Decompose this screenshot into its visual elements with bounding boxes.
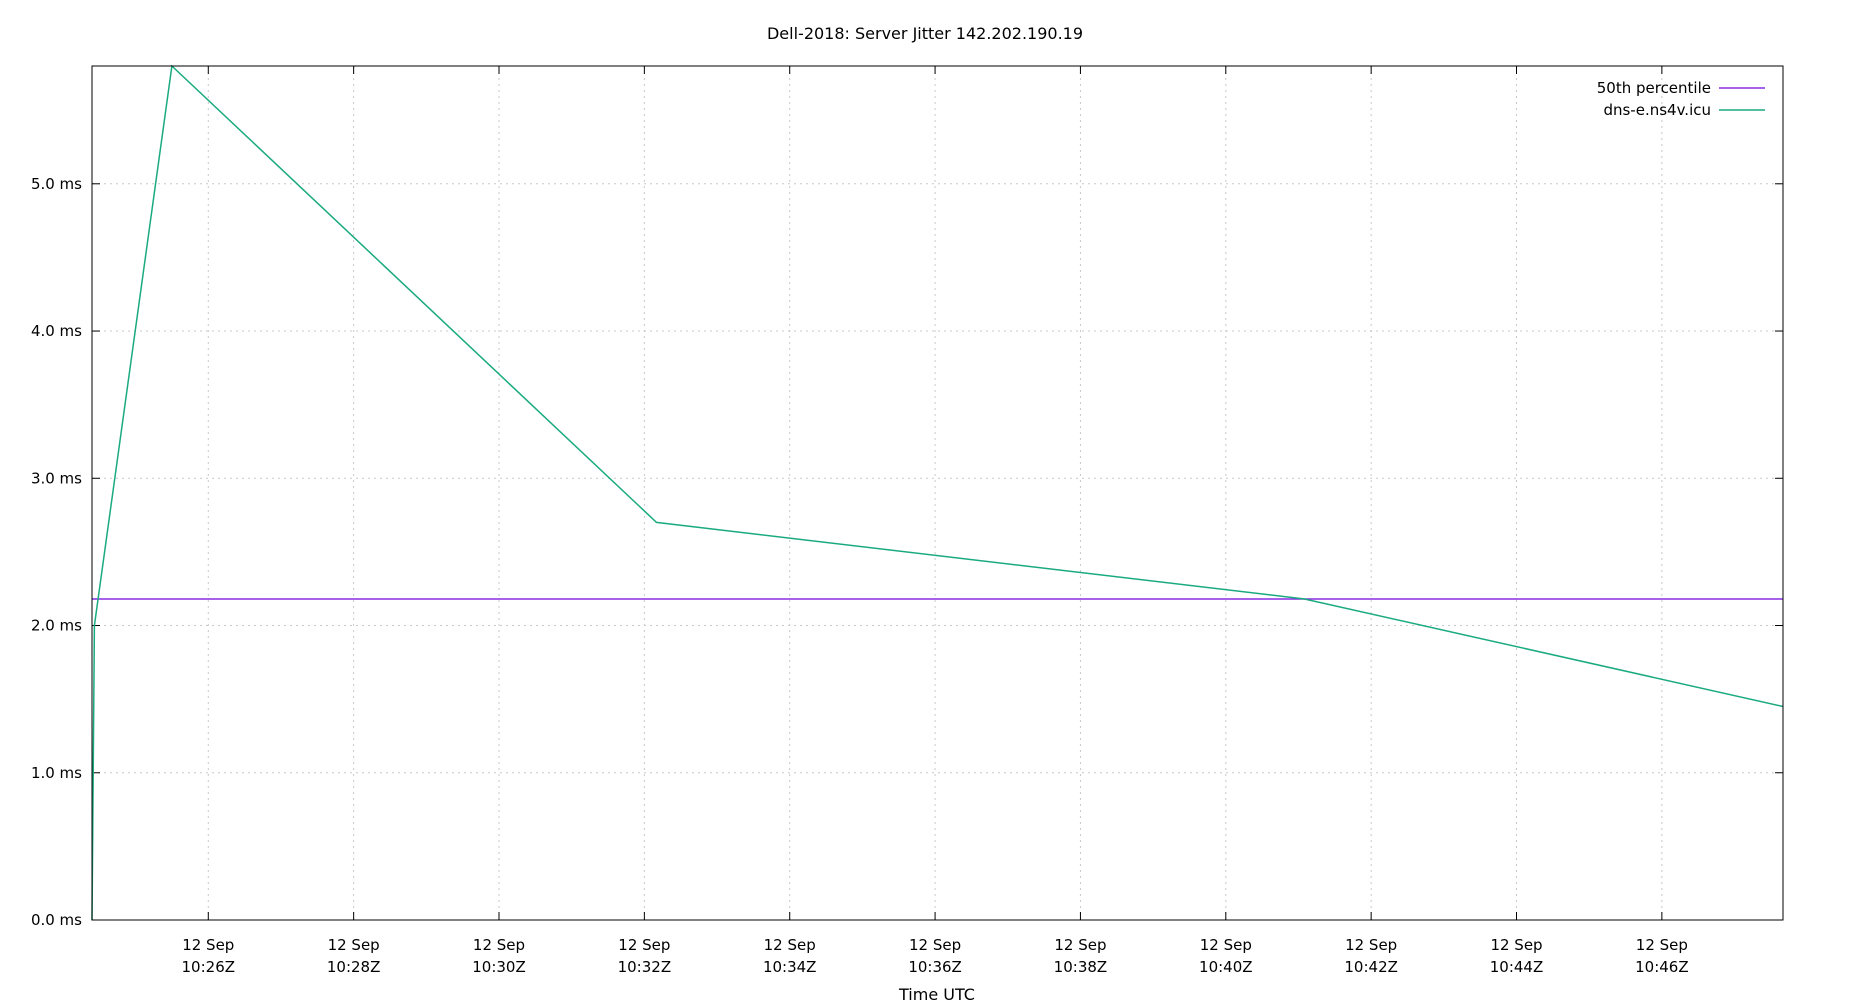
y-tick-label: 3.0 ms — [31, 469, 82, 487]
x-axis: 12 Sep 10:26Z 12 Sep 10:28Z 12 Sep 10:30Z 12 S… — [182, 66, 1689, 976]
legend-label: dns-e.ns4v.icu — [1603, 101, 1711, 119]
grid-layer — [92, 66, 1783, 921]
y-tick-label: 2.0 ms — [31, 617, 82, 635]
x-tick-label-time: 10:42Z — [1344, 958, 1398, 976]
x-tick-label-time: 10:26Z — [182, 958, 236, 976]
x-tick-label-date: 12 Sep — [764, 936, 816, 954]
y-tick-label: 5.0 ms — [31, 175, 82, 193]
x-tick-label-time: 10:28Z — [327, 958, 381, 976]
legend-label: 50th percentile — [1597, 79, 1711, 97]
x-tick-label-time: 10:30Z — [472, 958, 526, 976]
y-tick-label: 4.0 ms — [31, 322, 82, 340]
series-line — [91, 64, 1784, 921]
x-tick-label-date: 12 Sep — [1054, 936, 1106, 954]
x-tick-label-time: 10:44Z — [1490, 958, 1544, 976]
x-tick-label-time: 10:38Z — [1054, 958, 1108, 976]
plot-frame — [91, 65, 1784, 921]
x-tick-label-date: 12 Sep — [1490, 936, 1542, 954]
y-axis: 0.0 ms 1.0 ms 2.0 ms 3.0 ms 4.0 ms 5.0 ms — [31, 175, 1783, 929]
x-tick-label-date: 12 Sep — [909, 936, 961, 954]
x-tick-label-time: 10:40Z — [1199, 958, 1253, 976]
x-tick-label-date: 12 Sep — [328, 936, 380, 954]
y-tick-label: 0.0 ms — [31, 911, 82, 929]
x-tick-label-time: 10:32Z — [618, 958, 672, 976]
x-tick-label-date: 12 Sep — [1200, 936, 1252, 954]
x-tick-label-date: 12 Sep — [1636, 936, 1688, 954]
x-tick-label-time: 10:46Z — [1635, 958, 1689, 976]
x-tick-label-date: 12 Sep — [182, 936, 234, 954]
x-axis-label: Time UTC — [898, 985, 975, 1000]
legend: 50th percentile dns-e.ns4v.icu — [1597, 79, 1765, 119]
x-tick-label-time: 10:36Z — [908, 958, 962, 976]
x-tick-label-time: 10:34Z — [763, 958, 817, 976]
series-layer — [91, 64, 1784, 921]
chart-title: Dell-2018: Server Jitter 142.202.190.19 — [767, 24, 1083, 43]
y-tick-label: 1.0 ms — [31, 764, 82, 782]
x-tick-label-date: 12 Sep — [1345, 936, 1397, 954]
x-tick-label-date: 12 Sep — [473, 936, 525, 954]
x-tick-label-date: 12 Sep — [618, 936, 670, 954]
